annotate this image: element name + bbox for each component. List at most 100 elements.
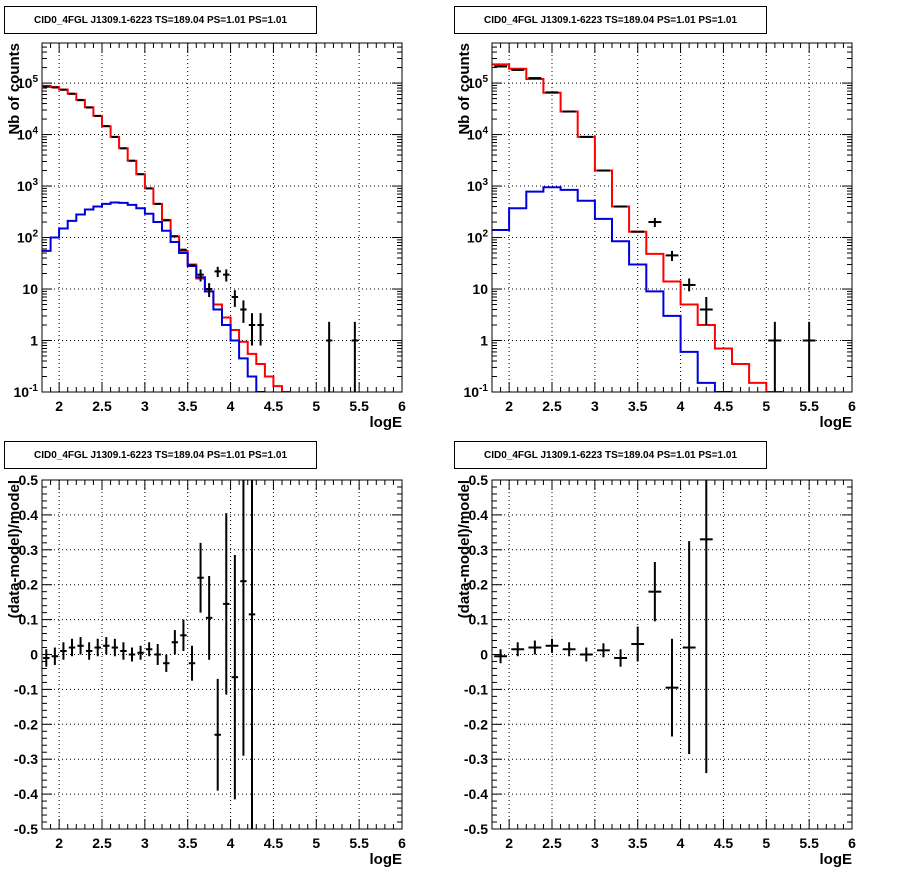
data-point: [77, 637, 84, 655]
x-tick-label: 2.5: [542, 398, 562, 414]
y-tick-label: 102: [17, 229, 39, 246]
y-tick-label: 10: [472, 281, 488, 297]
y-tick-label: -0.2: [14, 716, 38, 732]
panel-0: 2 2.5 3 3.5 4 4.5 5 5.5 6 10-1 1 10 102 103 104 105 logE…: [6, 42, 406, 431]
data-point: [325, 321, 333, 392]
data-point: [768, 321, 782, 392]
x-tick-label: 4: [227, 398, 235, 414]
data-point: [579, 647, 593, 662]
data-point: [240, 300, 247, 323]
y-tick-label: -0.4: [464, 786, 488, 802]
data-point: [197, 269, 204, 282]
data-point: [648, 217, 662, 228]
data-point: [94, 638, 101, 657]
x-axis-label: logE: [370, 414, 403, 431]
data-point: [163, 654, 170, 672]
y-tick-label: 10-1: [464, 383, 489, 400]
data-point: [214, 266, 221, 278]
chart-title-bottom-right: CID0_4FGL J1309.1-6223 TS=189.04 PS=1.01…: [454, 441, 767, 469]
y-tick-label: -0.1: [14, 681, 38, 697]
y-tick-label: 0.5: [469, 472, 489, 488]
data-point: [51, 647, 59, 665]
data-point: [631, 626, 645, 662]
data-point: [180, 619, 187, 652]
x-tick-label: 3: [141, 398, 149, 414]
data-point: [494, 649, 507, 664]
x-tick-label: 3: [591, 398, 599, 414]
x-tick-label: 5: [312, 835, 320, 851]
plot-area: [42, 84, 359, 392]
y-axis-label: Nb of counts: [6, 43, 23, 135]
panel-1: 2 2.5 3 3.5 4 4.5 5 5.5 6 10-1 1 10 102 103 104 105 logE…: [456, 42, 856, 431]
data-point: [197, 542, 204, 613]
x-tick-label: 6: [398, 398, 406, 414]
y-tick-label: 0: [30, 647, 38, 663]
plot-area: [494, 480, 713, 774]
x-tick-label: 2.5: [542, 835, 562, 851]
x-tick-label: 4: [677, 835, 685, 851]
data-point: [614, 649, 627, 667]
chart-title-top-left: CID0_4FGL J1309.1-6223 TS=189.04 PS=1.01…: [4, 6, 317, 34]
data-point: [223, 513, 230, 695]
chart-title-top-right: CID0_4FGL J1309.1-6223 TS=189.04 PS=1.01…: [454, 6, 767, 34]
y-tick-label: 105: [467, 74, 489, 91]
x-tick-label: 4.5: [714, 835, 734, 851]
y-tick-label: -0.1: [464, 681, 488, 697]
data-point: [60, 642, 67, 660]
data-point: [682, 278, 696, 292]
y-tick-label: 1: [480, 333, 488, 349]
x-tick-label: 2.5: [92, 398, 112, 414]
x-tick-label: 3.5: [178, 398, 198, 414]
y-tick-label: -0.3: [14, 751, 38, 767]
y-tick-label: 0.3: [469, 542, 489, 558]
y-tick-label: 0.2: [469, 577, 489, 593]
data-point: [145, 642, 153, 657]
panel-3: 2 2.5 3 3.5 4 4.5 5 5.5 6 -0.5 -0.4 -0.3 -0.2 -0.1 0 0.…: [456, 472, 856, 868]
data-point: [240, 480, 247, 756]
axis-ticks: [41, 42, 403, 393]
data-point: [231, 290, 239, 307]
x-tick-label: 2: [505, 398, 513, 414]
data-point: [205, 575, 213, 660]
y-tick-label: -0.5: [464, 821, 488, 837]
chart-title-bottom-left: CID0_4FGL J1309.1-6223 TS=189.04 PS=1.01…: [4, 441, 317, 469]
x-tick-label: 6: [848, 398, 856, 414]
data-point: [648, 562, 662, 622]
data-point: [665, 638, 679, 737]
data-point: [111, 638, 119, 657]
data-point: [665, 250, 679, 262]
data-point: [154, 644, 161, 665]
x-tick-label: 5: [312, 398, 320, 414]
x-tick-label: 4.5: [714, 398, 734, 414]
data-point: [68, 638, 76, 657]
data-point: [223, 269, 230, 282]
series-line-0: [492, 63, 784, 392]
x-axis-label: logE: [820, 851, 853, 868]
data-point: [699, 480, 713, 774]
x-tick-label: 2.5: [92, 835, 112, 851]
y-tick-label: 102: [467, 229, 489, 246]
x-tick-label: 4: [227, 835, 235, 851]
x-axis-label: logE: [820, 414, 853, 431]
plot-frame: [491, 479, 853, 830]
y-axis-label: Nb of counts: [456, 43, 473, 135]
y-tick-label: 0.5: [19, 472, 39, 488]
y-tick-label: -0.5: [14, 821, 38, 837]
axis-ticks: [491, 479, 853, 830]
x-axis-label: logE: [370, 851, 403, 868]
x-tick-label: 5.5: [799, 398, 819, 414]
y-tick-label: 0.2: [19, 577, 39, 593]
data-point: [248, 480, 256, 829]
x-tick-label: 3.5: [178, 835, 198, 851]
y-tick-label: 0.4: [19, 507, 39, 523]
y-tick-label: 0.1: [19, 612, 39, 628]
grid: [492, 480, 852, 829]
data-point: [802, 321, 816, 392]
x-tick-label: 4.5: [264, 398, 284, 414]
axis-ticks: [41, 479, 403, 830]
data-point: [214, 678, 221, 791]
data-point: [171, 630, 179, 655]
grid: [42, 43, 402, 392]
x-tick-label: 5.5: [349, 398, 369, 414]
